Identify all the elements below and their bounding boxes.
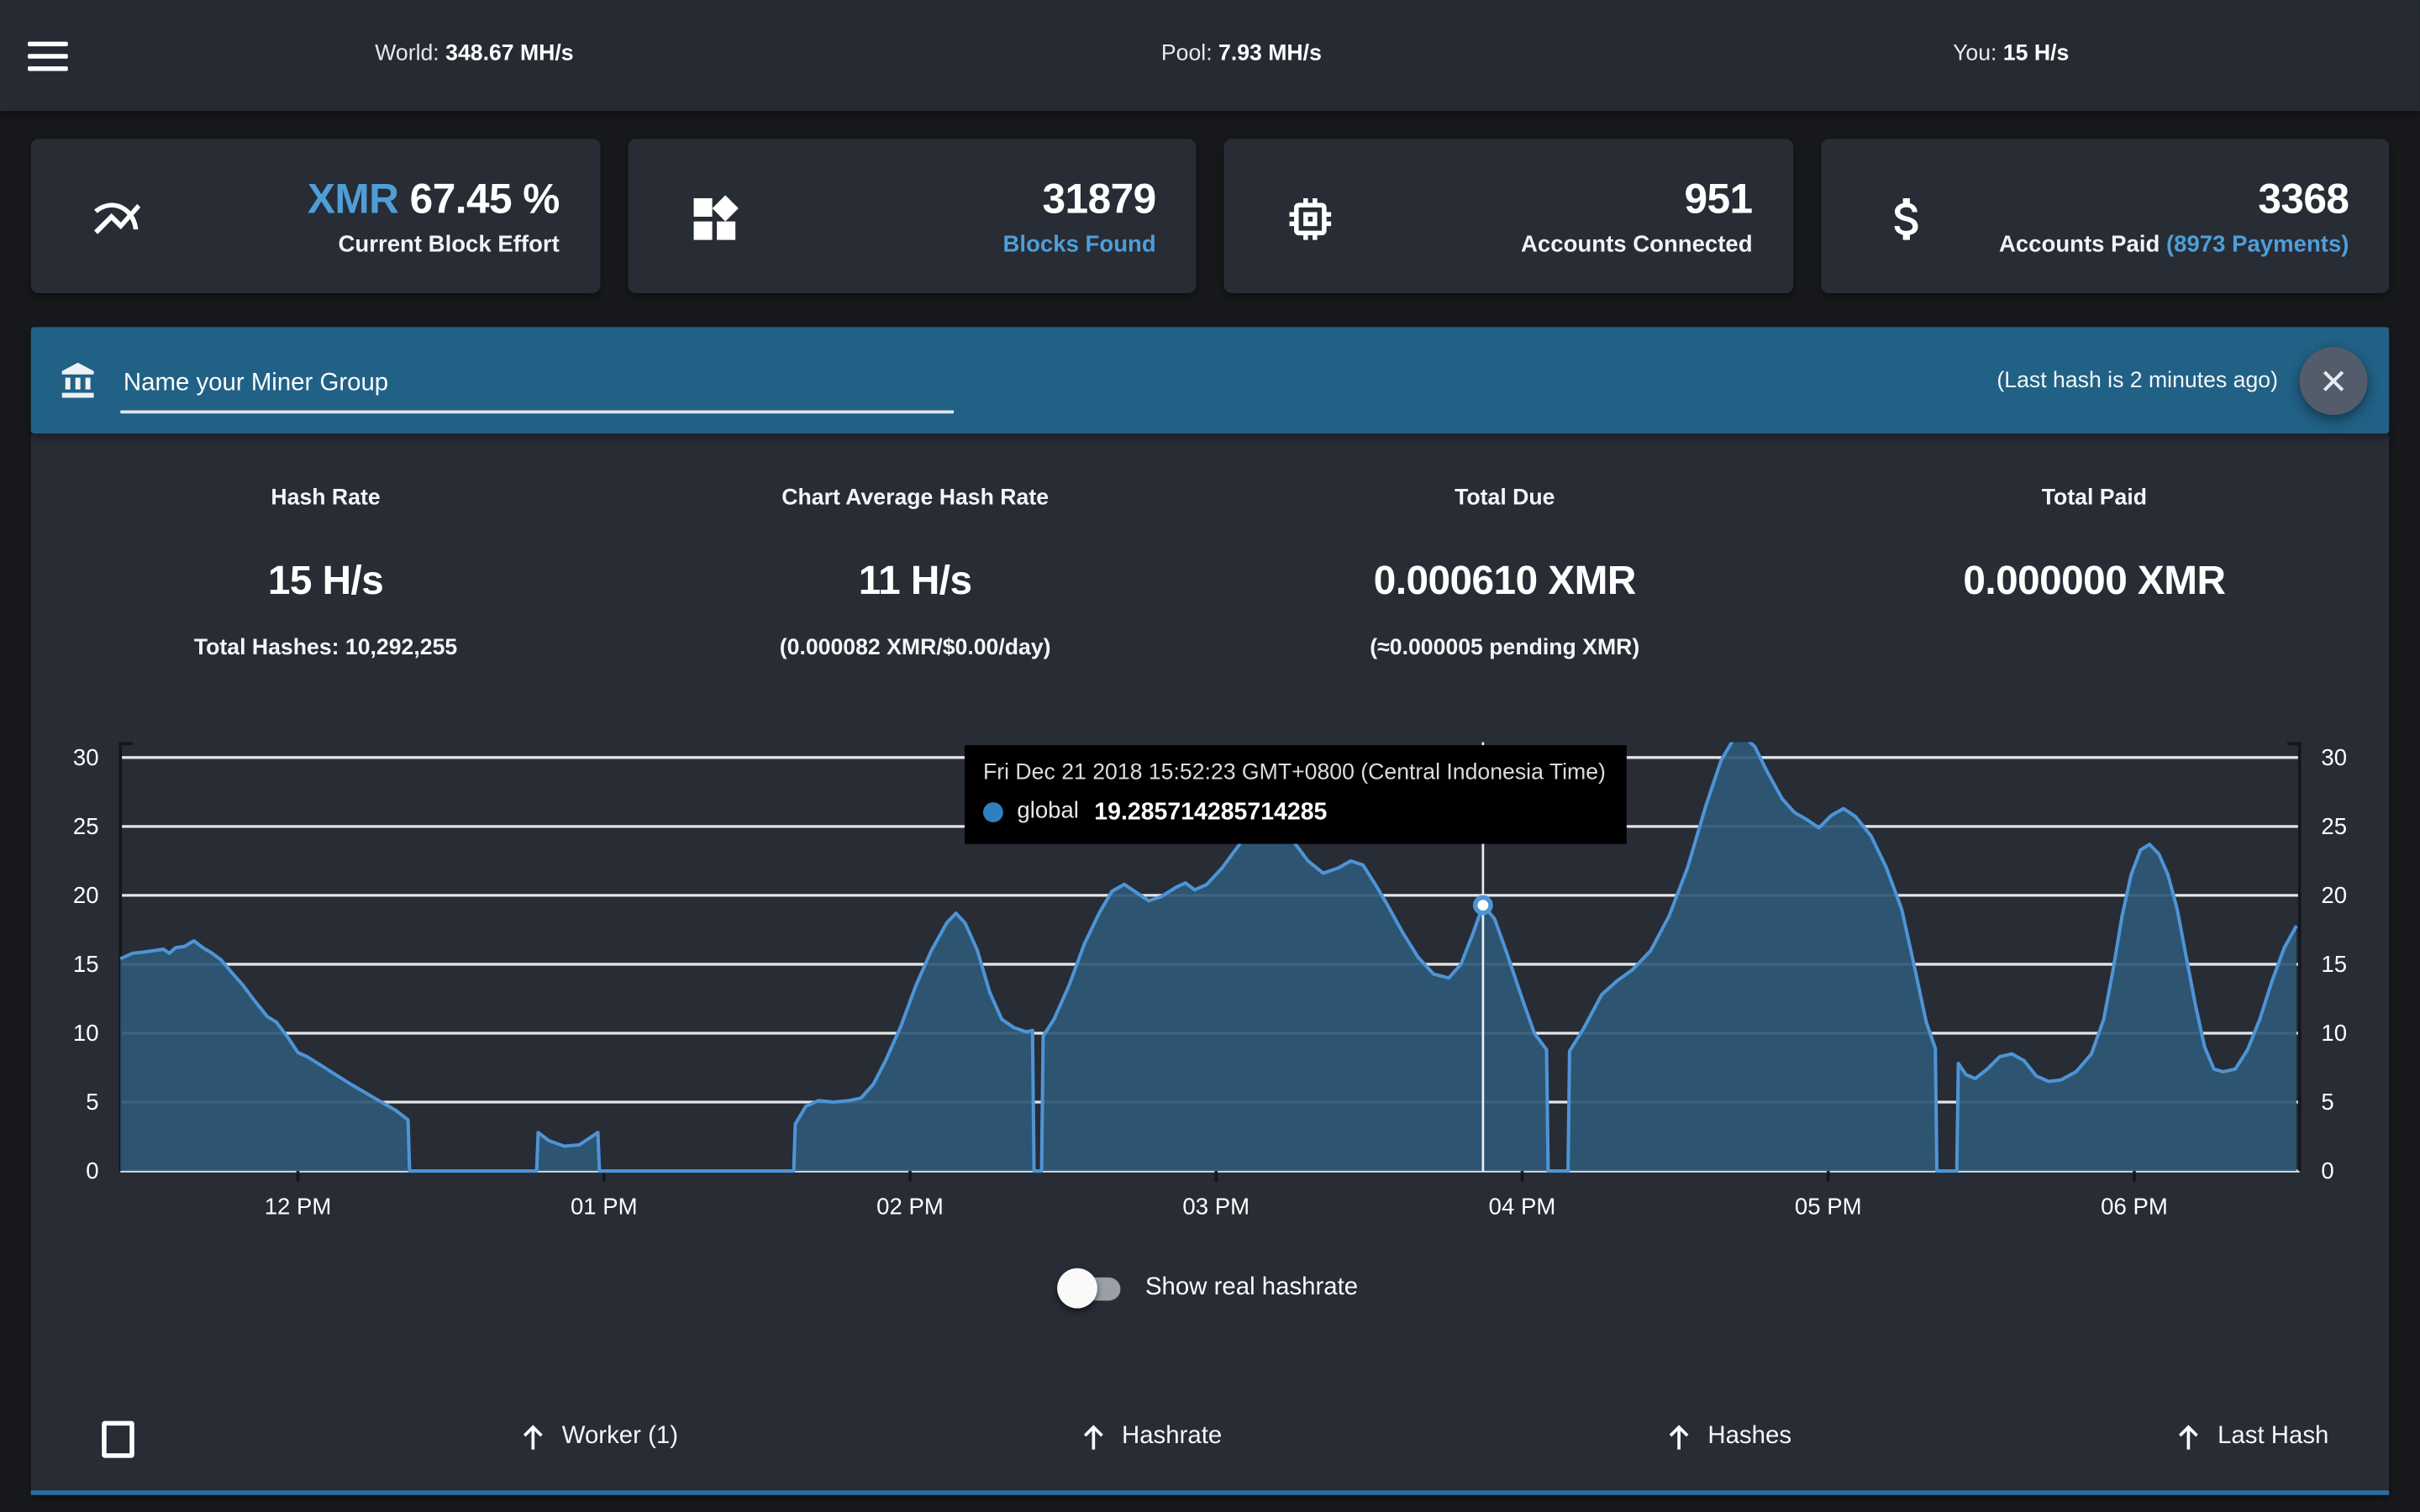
stat-value: 15 H/s: [267, 557, 384, 604]
workers-table-header: Worker (1) Hashrate Hashes Last Hash: [30, 1384, 2390, 1495]
column-hashes[interactable]: Hashes: [1666, 1422, 1791, 1452]
pool-value: 7.93 MH/s: [1218, 41, 1322, 66]
svg-text:06 PM: 06 PM: [2101, 1193, 2168, 1219]
sort-up-icon: [523, 1424, 544, 1449]
world-value: 348.67 MH/s: [445, 41, 574, 66]
you-label: You:: [1953, 41, 1997, 66]
stat-sub: (≈0.000005 pending XMR): [1370, 635, 1640, 661]
stat-hash-rate: Hash Rate 15 H/s Total Hashes: 10,292,25…: [31, 486, 621, 662]
svg-text:02 PM: 02 PM: [876, 1193, 944, 1219]
sort-up-icon: [1669, 1424, 1689, 1449]
svg-text:04 PM: 04 PM: [1489, 1193, 1556, 1219]
miner-stats-row: Hash Rate 15 H/s Total Hashes: 10,292,25…: [31, 486, 2389, 662]
svg-text:01 PM: 01 PM: [571, 1193, 638, 1219]
world-label: World:: [375, 41, 439, 66]
stat-sub: [1800, 636, 2390, 662]
svg-text:03 PM: 03 PM: [1182, 1193, 1249, 1219]
card-accounts-paid: 3368 Accounts Paid (8973 Payments): [1820, 139, 2390, 293]
stat-sub: (0.000082 XMR/$0.00/day): [779, 635, 1051, 661]
series-dot-icon: [982, 801, 1003, 822]
menu-icon[interactable]: [28, 34, 68, 74]
hashrate-chart[interactable]: 0 0 5 5 10 10 15 15 20 20 25 25 30 30 12 PM 01 PM 02 PM 0…: [31, 742, 2389, 1229]
accounts-connected-value: 951: [1684, 175, 1753, 222]
miner-group-input[interactable]: [120, 360, 955, 413]
svg-text:12 PM: 12 PM: [265, 1193, 332, 1219]
svg-text:10: 10: [2321, 1020, 2347, 1046]
close-button[interactable]: [2299, 346, 2368, 415]
card-blocks-found: 31879 Blocks Found: [627, 139, 1197, 293]
block-effort-value: XMR 67.45 %: [307, 175, 560, 222]
svg-text:30: 30: [2321, 744, 2347, 770]
column-hashrate[interactable]: Hashrate: [1080, 1422, 1222, 1452]
payments-link[interactable]: (8973 Payments): [2165, 230, 2349, 257]
svg-text:20: 20: [2321, 882, 2347, 908]
svg-text:0: 0: [86, 1158, 98, 1184]
trend-chart-icon: [90, 192, 145, 247]
top-bar: World: 348.67 MH/s Pool: 7.93 MH/s You: …: [0, 0, 2420, 112]
accounts-connected-label: Accounts Connected: [1521, 230, 1753, 257]
select-all-checkbox[interactable]: [102, 1420, 134, 1458]
svg-text:30: 30: [73, 744, 99, 770]
toggle-knob: [1057, 1268, 1098, 1309]
stat-value: 11 H/s: [858, 557, 972, 604]
stat-chart-average: Chart Average Hash Rate 11 H/s (0.000082…: [620, 486, 1210, 662]
stat-sub: Total Hashes: 10,292,255: [193, 635, 458, 661]
tooltip-timestamp: Fri Dec 21 2018 15:52:23 GMT+0800 (Centr…: [982, 760, 1606, 785]
card-accounts-connected: 951 Accounts Connected: [1223, 139, 1793, 293]
stat-value: 0.000000 XMR: [1963, 557, 2226, 604]
blocks-found-value: 31879: [1042, 175, 1157, 222]
stat-total-paid: Total Paid 0.000000 XMR: [1800, 486, 2390, 662]
pool-hashrate: Pool: 7.93 MH/s: [1161, 42, 1322, 66]
stat-label: Chart Average Hash Rate: [781, 486, 1050, 511]
stat-cards-row: XMR 67.45 % Current Block Effort 31879 B…: [30, 139, 2390, 293]
svg-text:25: 25: [73, 813, 99, 839]
stat-label: Total Due: [1455, 486, 1555, 511]
xmr-prefix: XMR: [307, 175, 399, 222]
stat-total-due: Total Due 0.000610 XMR (≈0.000005 pendin…: [1210, 486, 1800, 662]
blocks-found-link[interactable]: Blocks Found: [1002, 230, 1156, 257]
toggle-label: Show real hashrate: [1144, 1274, 1359, 1301]
chart-tooltip: Fri Dec 21 2018 15:52:23 GMT+0800 (Centr…: [964, 745, 1628, 844]
tooltip-value: 19.285714285714285: [1094, 798, 1328, 826]
toggle-row: Show real hashrate: [31, 1261, 2389, 1316]
column-last-hash[interactable]: Last Hash: [2175, 1422, 2328, 1452]
svg-text:15: 15: [2321, 951, 2347, 977]
dollar-icon: [1879, 192, 1934, 247]
svg-text:10: 10: [73, 1020, 99, 1046]
your-hashrate: You: 15 H/s: [1953, 42, 2069, 66]
miner-panel: Hash Rate 15 H/s Total Hashes: 10,292,25…: [30, 433, 2390, 1495]
svg-text:5: 5: [86, 1089, 98, 1115]
block-effort-label: Current Block Effort: [338, 230, 560, 257]
pool-label: Pool:: [1160, 41, 1213, 66]
stat-label: Hash Rate: [271, 486, 381, 511]
svg-text:5: 5: [2321, 1089, 2333, 1115]
real-hashrate-toggle[interactable]: [1057, 1268, 1121, 1309]
svg-text:15: 15: [73, 951, 99, 977]
stat-label: Total Paid: [2041, 486, 2148, 511]
last-hash-status: (Last hash is 2 minutes ago): [1996, 368, 2278, 393]
hashrate-chart-area: 0 0 5 5 10 10 15 15 20 20 25 25 30 30 12 PM 01 PM 02 PM 0…: [31, 742, 2389, 1229]
close-icon: [2323, 370, 2344, 391]
blocks-icon: [686, 192, 741, 247]
card-block-effort: XMR 67.45 % Current Block Effort: [30, 139, 600, 293]
sort-up-icon: [1083, 1424, 1103, 1449]
you-value: 15 H/s: [2002, 41, 2070, 66]
miner-group-banner: (Last hash is 2 minutes ago): [30, 327, 2390, 434]
svg-text:0: 0: [2321, 1158, 2333, 1184]
bank-icon: [59, 360, 99, 401]
sort-up-icon: [2179, 1424, 2199, 1449]
world-hashrate: World: 348.67 MH/s: [375, 42, 573, 66]
stat-value: 0.000610 XMR: [1373, 557, 1637, 604]
svg-text:20: 20: [73, 882, 99, 908]
accounts-paid-label: Accounts Paid (8973 Payments): [1998, 230, 2349, 257]
accounts-paid-value: 3368: [2258, 175, 2349, 222]
svg-text:05 PM: 05 PM: [1795, 1193, 1862, 1219]
tooltip-series: global: [1017, 797, 1079, 825]
svg-text:25: 25: [2321, 813, 2347, 839]
chip-icon: [1282, 192, 1338, 247]
column-worker[interactable]: Worker (1): [520, 1422, 678, 1452]
